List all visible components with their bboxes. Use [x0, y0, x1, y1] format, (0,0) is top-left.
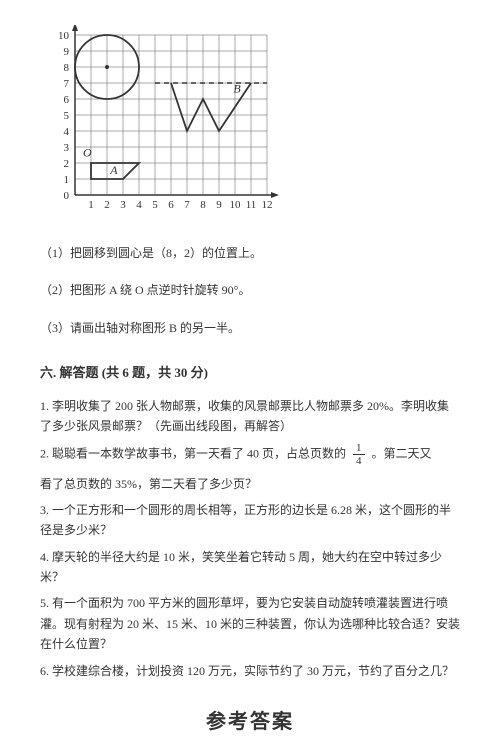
svg-text:12: 12 [262, 199, 273, 211]
svg-text:6: 6 [168, 199, 174, 211]
section-6-header: 六. 解答题 (共 6 题，共 30 分) [40, 363, 460, 384]
problem-5: 5. 有一个面积为 700 平方米的圆形草坪，要为它安装自动旋转喷灌装置进行喷灌… [40, 593, 460, 654]
svg-text:1: 1 [88, 199, 94, 211]
svg-text:11: 11 [246, 199, 257, 211]
problem-3: 3. 一个正方形和一个圆形的周长相等，正方形的边长是 6.28 米，这个圆形的半… [40, 500, 460, 541]
fraction-1-4: 1 4 [353, 442, 365, 467]
svg-text:4: 4 [136, 199, 142, 211]
svg-text:3: 3 [120, 199, 126, 211]
fraction-numerator: 1 [353, 442, 365, 455]
svg-text:B: B [233, 82, 241, 96]
question-1: （1）把圆移到圆心是（8，2）的位置上。 [40, 244, 460, 263]
svg-text:2: 2 [64, 158, 70, 170]
svg-text:9: 9 [64, 46, 70, 58]
grid-svg: 012345678910123456789101112AOB [50, 25, 280, 220]
problem-1: 1. 李明收集了 200 张人物邮票，收集的风景邮票比人物邮票多 20%。李明收… [40, 396, 460, 437]
svg-text:6: 6 [64, 94, 70, 106]
question-2: （2）把图形 A 绕 O 点逆时针旋转 90°。 [40, 281, 460, 300]
question-3: （3）请画出轴对称图形 B 的另一半。 [40, 319, 460, 338]
problem-2-part-a: 2. 聪聪看一本数学故事书，第一天看了 40 页，占总页数的 [40, 447, 346, 461]
svg-text:O: O [83, 146, 92, 160]
svg-text:5: 5 [152, 199, 158, 211]
svg-text:3: 3 [64, 142, 70, 154]
answer-key-title: 参考答案 [40, 706, 460, 738]
svg-text:2: 2 [104, 199, 110, 211]
problem-6: 6. 学校建综合楼，计划投资 120 万元，实际节约了 30 万元，节约了百分之… [40, 661, 460, 681]
svg-text:A: A [109, 163, 118, 177]
svg-text:7: 7 [64, 78, 70, 90]
coordinate-grid-figure: 012345678910123456789101112AOB [50, 25, 460, 226]
svg-text:8: 8 [64, 62, 70, 74]
svg-text:10: 10 [230, 199, 242, 211]
svg-text:7: 7 [184, 199, 190, 211]
svg-text:0: 0 [64, 190, 70, 202]
svg-text:8: 8 [200, 199, 206, 211]
svg-text:10: 10 [58, 30, 70, 42]
problem-4: 4. 摩天轮的半径大约是 10 米，笑笑坐着它转动 5 周，她大约在空中转过多少… [40, 547, 460, 588]
svg-text:9: 9 [216, 199, 222, 211]
svg-text:5: 5 [64, 110, 70, 122]
fraction-denominator: 4 [353, 455, 365, 467]
problem-2-part-b: 。第二天又 [372, 447, 432, 461]
problem-2: 2. 聪聪看一本数学故事书，第一天看了 40 页，占总页数的 1 4 。第二天又 [40, 442, 460, 467]
problem-2-cont: 看了总页数的 35%，第二天看了多少页？ [40, 474, 460, 494]
svg-text:1: 1 [64, 174, 70, 186]
svg-text:4: 4 [64, 126, 70, 138]
